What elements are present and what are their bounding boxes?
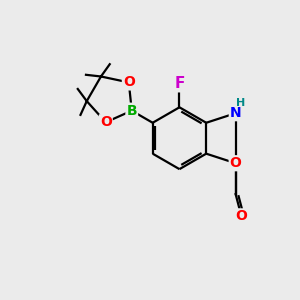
Text: O: O [100,115,112,129]
Text: O: O [230,156,242,170]
Text: H: H [236,98,245,108]
Text: N: N [230,106,242,120]
Text: B: B [126,104,137,118]
Text: O: O [236,209,247,224]
Text: F: F [174,76,184,91]
Text: O: O [123,75,135,89]
